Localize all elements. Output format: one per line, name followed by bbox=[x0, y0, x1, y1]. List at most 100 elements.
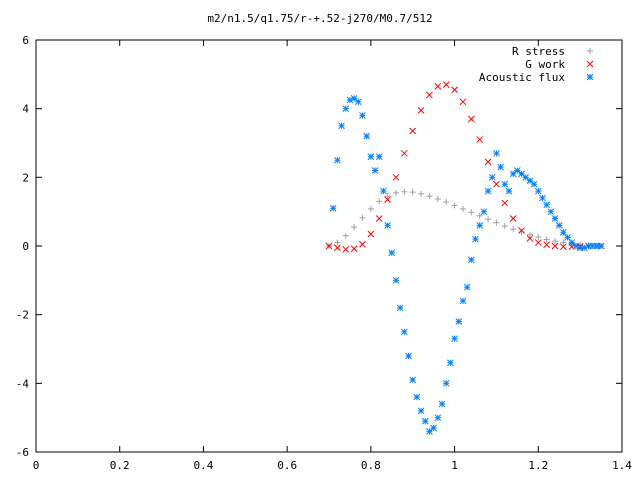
data-point bbox=[451, 335, 458, 343]
x-tick-label: 0.6 bbox=[277, 459, 297, 472]
legend-marker bbox=[586, 60, 594, 68]
data-point bbox=[518, 170, 525, 178]
data-point bbox=[543, 201, 551, 209]
data-point bbox=[534, 187, 542, 195]
y-tick-label: -2 bbox=[16, 309, 29, 322]
data-point bbox=[468, 209, 475, 216]
data-point bbox=[334, 244, 341, 252]
data-point bbox=[463, 283, 471, 291]
data-point bbox=[526, 177, 534, 185]
data-point bbox=[392, 173, 400, 181]
data-point bbox=[367, 230, 375, 238]
data-point bbox=[493, 219, 500, 226]
data-point bbox=[426, 193, 433, 200]
y-tick-label: 4 bbox=[22, 103, 29, 116]
data-point bbox=[568, 239, 576, 246]
data-point bbox=[401, 188, 408, 195]
data-point bbox=[359, 214, 366, 221]
data-point bbox=[467, 256, 475, 264]
data-point bbox=[367, 205, 374, 212]
data-point bbox=[547, 208, 555, 216]
chart-title: m2/n1.5/q1.75/r-+.52-j270/M0.7/512 bbox=[207, 12, 432, 25]
data-point bbox=[459, 205, 466, 212]
data-point bbox=[329, 204, 337, 212]
legend-marker bbox=[586, 73, 594, 81]
data-point bbox=[509, 215, 517, 222]
data-point bbox=[509, 170, 517, 178]
data-point bbox=[493, 180, 500, 188]
data-point bbox=[421, 417, 429, 425]
y-tick-label: 2 bbox=[22, 171, 29, 184]
y-tick-label: -6 bbox=[16, 446, 29, 459]
y-tick-label: -4 bbox=[16, 377, 30, 390]
data-point bbox=[384, 196, 391, 204]
data-point bbox=[376, 198, 383, 205]
data-point bbox=[518, 228, 525, 235]
data-point bbox=[488, 173, 496, 181]
y-tick-label: 0 bbox=[22, 240, 29, 253]
data-point bbox=[501, 199, 509, 207]
data-point bbox=[350, 245, 358, 253]
data-point bbox=[564, 234, 571, 241]
data-point bbox=[384, 193, 391, 200]
data-point bbox=[447, 359, 454, 367]
data-point bbox=[413, 393, 421, 401]
data-point bbox=[459, 98, 467, 106]
x-tick-label: 0.2 bbox=[110, 459, 130, 472]
data-point bbox=[384, 222, 391, 229]
data-point bbox=[560, 228, 567, 236]
data-point bbox=[526, 231, 533, 238]
legend-label: R stress bbox=[512, 45, 565, 58]
data-point bbox=[451, 202, 458, 209]
data-point bbox=[342, 246, 350, 253]
data-point bbox=[480, 208, 488, 216]
data-point bbox=[409, 127, 417, 135]
data-point bbox=[371, 167, 379, 174]
data-point bbox=[417, 407, 425, 415]
data-point bbox=[438, 400, 446, 408]
data-point bbox=[597, 242, 605, 250]
data-point bbox=[426, 91, 433, 99]
data-point bbox=[555, 222, 563, 229]
data-point bbox=[388, 249, 396, 257]
data-point bbox=[396, 304, 404, 312]
x-tick-label: 1 bbox=[451, 459, 458, 472]
data-point bbox=[434, 195, 441, 202]
data-point bbox=[551, 242, 559, 250]
data-point bbox=[539, 194, 546, 202]
data-point bbox=[543, 236, 550, 243]
data-point bbox=[501, 180, 509, 188]
data-point bbox=[417, 107, 425, 114]
data-point bbox=[351, 224, 358, 231]
data-point bbox=[334, 156, 341, 164]
data-point bbox=[350, 95, 358, 102]
data-point bbox=[400, 149, 408, 157]
legend-label: Acoustic flux bbox=[479, 71, 565, 84]
data-point bbox=[530, 180, 538, 188]
data-point bbox=[354, 98, 362, 106]
data-point bbox=[535, 234, 542, 241]
data-point bbox=[400, 328, 408, 336]
data-point bbox=[467, 115, 475, 123]
data-point bbox=[418, 190, 425, 197]
data-point bbox=[375, 153, 383, 161]
data-point bbox=[442, 81, 450, 88]
data-point bbox=[552, 238, 559, 245]
data-point bbox=[359, 240, 366, 248]
data-point bbox=[476, 222, 484, 229]
data-point bbox=[380, 187, 387, 195]
data-point bbox=[409, 189, 416, 196]
data-point bbox=[426, 428, 433, 435]
data-point bbox=[484, 187, 492, 195]
data-point bbox=[359, 112, 366, 119]
x-tick-label: 0.4 bbox=[193, 459, 213, 472]
data-point bbox=[518, 227, 525, 234]
data-point bbox=[476, 212, 483, 219]
data-point bbox=[455, 318, 463, 325]
data-marks bbox=[325, 81, 605, 435]
x-tick-label: 1.4 bbox=[612, 459, 632, 472]
data-point bbox=[342, 232, 349, 239]
data-point bbox=[405, 352, 412, 360]
data-point bbox=[522, 173, 530, 181]
data-point bbox=[476, 136, 484, 143]
